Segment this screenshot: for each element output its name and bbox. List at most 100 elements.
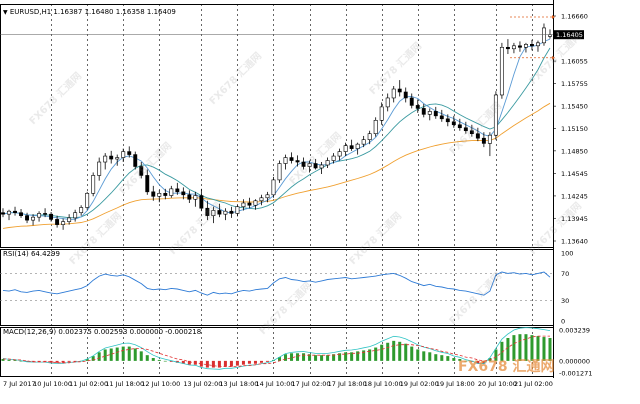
time-tick-label: 12 Jul 10:00 bbox=[141, 380, 180, 388]
candle-body bbox=[127, 151, 132, 155]
macd-histogram-bar bbox=[205, 360, 209, 368]
rsi-tick-label: 70 bbox=[561, 270, 569, 278]
candle-body bbox=[187, 194, 192, 200]
main-chart-header: ▼ EURUSD,H1 1.16387 1.16480 1.16358 1.16… bbox=[3, 8, 176, 17]
candle-body bbox=[25, 215, 30, 221]
candle-body bbox=[487, 134, 492, 144]
macd-histogram-bar bbox=[61, 360, 65, 363]
candle-body bbox=[439, 115, 444, 120]
candle-body bbox=[457, 124, 462, 129]
dropdown-arrow-icon[interactable]: ▼ bbox=[3, 9, 8, 16]
time-tick-label: 11 Jul 02:00 bbox=[69, 380, 108, 388]
time-tick-label: 10 Jul 10:00 bbox=[33, 380, 72, 388]
macd-histogram-bar bbox=[49, 360, 53, 363]
time-tick-label: 21 Jul 02:00 bbox=[514, 380, 553, 388]
macd-histogram-bar bbox=[235, 360, 239, 366]
macd-histogram-bar bbox=[43, 360, 47, 362]
candle-body bbox=[1, 212, 5, 215]
candle-body bbox=[13, 210, 17, 213]
time-tick-label: 11 Jul 18:00 bbox=[105, 380, 144, 388]
macd-histogram-bar bbox=[259, 360, 263, 363]
macd-histogram-bar bbox=[386, 342, 390, 361]
macd-histogram-bar bbox=[145, 355, 149, 361]
macd-histogram-bar bbox=[530, 335, 534, 361]
macd-histogram-bar bbox=[91, 356, 95, 361]
candle-body bbox=[421, 108, 426, 115]
candle-body bbox=[355, 143, 360, 149]
moving-average-mid-line bbox=[2, 47, 551, 219]
candle-body bbox=[241, 202, 246, 208]
candle-body bbox=[61, 221, 66, 225]
candle-body bbox=[265, 194, 270, 199]
macd-histogram-bar bbox=[296, 353, 300, 361]
rsi-tick-label: 30 bbox=[561, 297, 569, 305]
macd-histogram-bar bbox=[350, 352, 354, 361]
time-tick-label: 7 Jul 2017 bbox=[3, 380, 36, 388]
price-tick-label: 1.13640 bbox=[561, 238, 588, 246]
macd-histogram-bar bbox=[440, 355, 444, 361]
macd-histogram-bar bbox=[97, 352, 101, 361]
rsi-tick-label: 0 bbox=[561, 318, 565, 326]
candle-body bbox=[7, 210, 11, 215]
current-price-badge bbox=[554, 30, 584, 40]
main-pane-frame bbox=[0, 4, 554, 248]
macd-histogram-bar bbox=[356, 351, 360, 361]
candle-body bbox=[331, 155, 336, 161]
macd-histogram-bar bbox=[157, 359, 161, 361]
macd-histogram-bar bbox=[217, 360, 221, 368]
candle-body bbox=[499, 46, 504, 96]
candle-body bbox=[193, 195, 198, 200]
candle-body bbox=[151, 191, 156, 197]
time-tick-label: 13 Jul 02:00 bbox=[183, 380, 222, 388]
time-tick-label: 13 Jul 18:00 bbox=[219, 380, 258, 388]
main-chart-header-text: EURUSD,H1 1.16387 1.16480 1.16358 1.1640… bbox=[9, 8, 176, 16]
macd-histogram-bar bbox=[121, 346, 125, 361]
candle-body bbox=[433, 111, 438, 117]
time-tick-label: 19 Jul 02:00 bbox=[400, 380, 439, 388]
candle-body bbox=[175, 188, 180, 193]
low-marker-arrow-icon bbox=[551, 55, 555, 60]
macd-histogram-bar bbox=[332, 354, 336, 361]
rsi-tick-label: 100 bbox=[561, 250, 573, 258]
macd-histogram-bar bbox=[265, 360, 269, 362]
candle-body bbox=[542, 27, 546, 44]
candle-body bbox=[475, 133, 480, 139]
macd-histogram-bar bbox=[169, 360, 173, 362]
price-tick-label: 1.16660 bbox=[561, 13, 588, 21]
time-tick-label: 17 Jul 18:00 bbox=[328, 380, 367, 388]
candle-body bbox=[530, 44, 534, 47]
candle-body bbox=[403, 91, 408, 99]
macd-histogram-bar bbox=[109, 348, 113, 361]
rsi-header: RSI(14) 64.4299 bbox=[3, 250, 60, 258]
macd-signal-line bbox=[3, 335, 550, 367]
brand-logo: FX678 汇通网 bbox=[458, 359, 555, 375]
macd-histogram-bar bbox=[458, 358, 462, 361]
candle-body bbox=[481, 137, 486, 144]
candle-body bbox=[313, 163, 318, 169]
macd-histogram-bar bbox=[241, 360, 245, 365]
macd-histogram-bar bbox=[181, 360, 185, 364]
candle-body bbox=[139, 166, 144, 176]
candle-body bbox=[337, 151, 342, 157]
price-tick-label: 1.15150 bbox=[561, 125, 588, 133]
candle-body bbox=[43, 213, 48, 215]
candle-body bbox=[349, 145, 354, 149]
macd-histogram-bar bbox=[115, 347, 119, 361]
macd-histogram-bar bbox=[506, 337, 510, 361]
candle-body bbox=[391, 88, 396, 99]
macd-header: MACD(12,26,9) 0.002375 0.002593 0.000000… bbox=[3, 328, 202, 336]
macd-histogram-bar bbox=[446, 356, 450, 361]
macd-histogram-bar bbox=[103, 349, 107, 361]
candle-body bbox=[55, 219, 60, 225]
candle-body bbox=[397, 88, 402, 93]
macd-histogram-bar bbox=[422, 351, 426, 361]
candle-body bbox=[31, 216, 36, 221]
time-tick-label: 18 Jul 10:00 bbox=[364, 380, 403, 388]
price-tick-label: 1.14850 bbox=[561, 147, 588, 155]
price-tick-label: 1.16055 bbox=[561, 58, 588, 66]
macd-histogram-bar bbox=[500, 341, 504, 361]
macd-histogram-bar bbox=[404, 343, 408, 361]
macd-histogram-bar bbox=[344, 352, 348, 361]
candle-body bbox=[409, 97, 414, 106]
